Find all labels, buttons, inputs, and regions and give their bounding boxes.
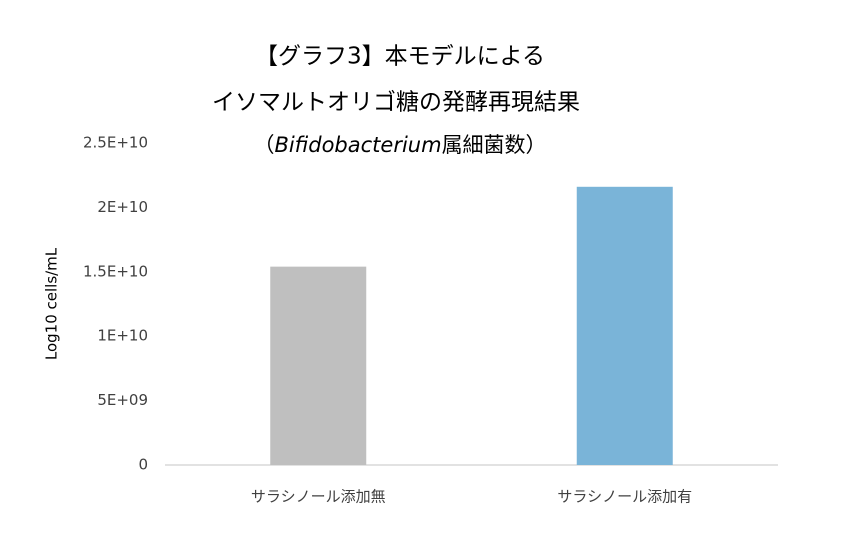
y-tick-label: 2.5E+10 (83, 134, 148, 152)
subtitle-part: Bifidobacterium (274, 133, 441, 157)
chart-subtitle: （Bifidobacterium属細菌数） (253, 133, 546, 157)
bar (576, 186, 673, 466)
chart-title: イソマルトオリゴ糖の発酵再現結果 (212, 90, 580, 116)
x-tick-label: サラシノール添加無 (251, 488, 386, 506)
bar (270, 266, 367, 465)
subtitle-part: （ (253, 133, 274, 157)
y-tick-label: 1E+10 (97, 327, 148, 345)
subtitle-part: 属細菌数） (442, 133, 547, 157)
y-tick-label: 0 (138, 456, 148, 474)
y-tick-label: 2E+10 (97, 198, 148, 216)
x-tick-label: サラシノール添加有 (557, 488, 692, 506)
y-tick-label: 5E+09 (97, 391, 148, 409)
y-axis-label: Log10 cells/mL (43, 247, 61, 360)
chart-title: 【グラフ3】本モデルによる (255, 44, 545, 70)
y-tick-label: 1.5E+10 (83, 262, 148, 280)
